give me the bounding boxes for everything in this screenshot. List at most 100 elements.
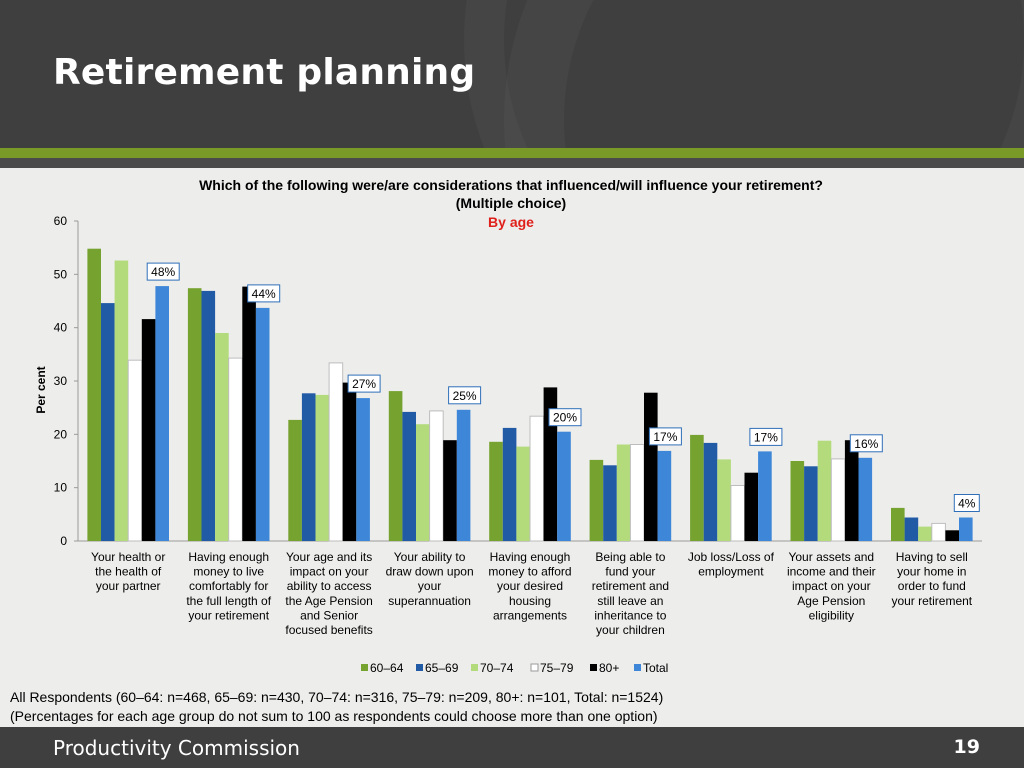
data-label-box [953, 494, 980, 512]
legend-label: 75–79 [540, 661, 574, 675]
data-label: 25% [453, 389, 477, 403]
bar [429, 410, 444, 542]
y-tick-label: 60 [54, 214, 68, 228]
x-tick-labels: Your health or the health of your partner H… [91, 550, 973, 637]
bar [242, 286, 256, 541]
bar [804, 466, 818, 541]
x-tick-label: Having enough money to live comfortably fo… [186, 550, 271, 622]
footnote-line2: (Percentages for each age group do not s… [10, 708, 658, 724]
bar [629, 444, 645, 542]
bar [141, 319, 156, 541]
bar [228, 357, 243, 542]
data-label-box [247, 284, 281, 303]
x-tick-label: Your health or the health of your partner [91, 550, 165, 593]
bar [328, 362, 344, 542]
bar [402, 411, 416, 541]
x-tick-label: Having enough money to afford your desired… [488, 550, 571, 622]
legend-swatch [471, 664, 478, 671]
chart-subtitle: By age [488, 214, 534, 230]
bar [557, 431, 571, 541]
bar [904, 517, 919, 541]
legend-label: 65–69 [425, 661, 459, 675]
bar [616, 444, 631, 541]
bar [101, 303, 115, 541]
x-tick-label: Job loss/Loss of employment [688, 550, 775, 579]
bar [918, 526, 932, 541]
slide-title: Retirement planning [53, 52, 476, 93]
legend-swatch [530, 663, 539, 672]
legend-swatch [634, 664, 641, 671]
bar [644, 392, 658, 541]
header-decoration [464, 0, 1024, 148]
bar [589, 459, 604, 541]
bar [931, 522, 946, 542]
bar [959, 517, 973, 541]
data-label: 20% [553, 411, 577, 425]
bar [945, 530, 959, 541]
chart-title: Which of the following were/are consider… [199, 177, 823, 230]
x-tick-label: Your ability to draw down upon your superan… [386, 550, 474, 608]
bar [443, 440, 457, 541]
bar [844, 440, 859, 541]
y-tick-label: 40 [54, 321, 68, 335]
data-label-box [548, 408, 582, 427]
legend-label: Total [643, 661, 668, 675]
bar [502, 427, 517, 541]
legend-swatch [590, 664, 597, 671]
bar [187, 288, 202, 541]
bar [657, 450, 672, 541]
footnote-line1: All Respondents (60–64: n=468, 65–69: n=… [10, 689, 664, 705]
y-tick-label: 30 [54, 374, 68, 388]
bar [215, 333, 229, 541]
bar [717, 459, 731, 541]
bar [416, 424, 430, 541]
legend: 60–64 65–69 70–74 75–79 80+ Total [361, 661, 668, 675]
x-tick-label: Your age and its impact on your ability to… [285, 550, 372, 637]
data-label: 4% [958, 497, 976, 511]
chart-title-line2: (Multiple choice) [456, 195, 566, 211]
bar [758, 451, 772, 541]
bar [891, 507, 905, 541]
x-tick-label: Having to sell your home in order to fund y… [891, 550, 972, 608]
legend-label: 80+ [599, 661, 619, 675]
bar [516, 446, 530, 541]
footnote: All Respondents (60–64: n=468, 65–69: n=… [10, 688, 663, 726]
data-label: 44% [252, 287, 276, 301]
y-tick-label: 0 [60, 534, 67, 548]
bar [315, 394, 330, 541]
legend-swatch [361, 664, 368, 671]
bar [744, 472, 759, 541]
bar [388, 391, 403, 541]
bar [790, 461, 805, 541]
data-label: 17% [754, 430, 778, 444]
data-label-box [849, 434, 883, 453]
y-axis-label: Per cent [34, 366, 48, 413]
bar [603, 465, 617, 541]
legend-swatch [416, 664, 423, 671]
legend-label: 60–64 [370, 661, 404, 675]
y-tick-label: 50 [54, 267, 68, 281]
y-tick-label: 20 [54, 427, 68, 441]
bar [114, 260, 129, 541]
x-tick-label: Being able to fund your retirement and stil… [592, 550, 669, 637]
bar [87, 248, 101, 541]
accent-stripe [0, 148, 1024, 158]
chart-title-line1: Which of the following were/are consider… [199, 177, 823, 193]
data-label-box [448, 386, 482, 405]
x-tick-label: Your assets and income and their impact on… [787, 550, 876, 622]
data-labels: 48% 44% 27% 25% 20% 17% 17% 16% 4% [146, 262, 980, 512]
bar [858, 457, 873, 541]
data-label: 16% [854, 437, 878, 451]
slide-header: Retirement planning [0, 0, 1024, 148]
bar [690, 434, 704, 541]
data-label: 48% [151, 265, 175, 279]
bar [730, 485, 746, 542]
bar [127, 359, 143, 542]
bar [155, 286, 169, 541]
bar-chart: Which of the following were/are consider… [34, 177, 982, 675]
bar [201, 290, 216, 541]
bar [342, 382, 357, 541]
y-tick-label: 10 [54, 481, 68, 495]
data-label-box [146, 262, 180, 281]
page-number: 19 [953, 736, 980, 758]
